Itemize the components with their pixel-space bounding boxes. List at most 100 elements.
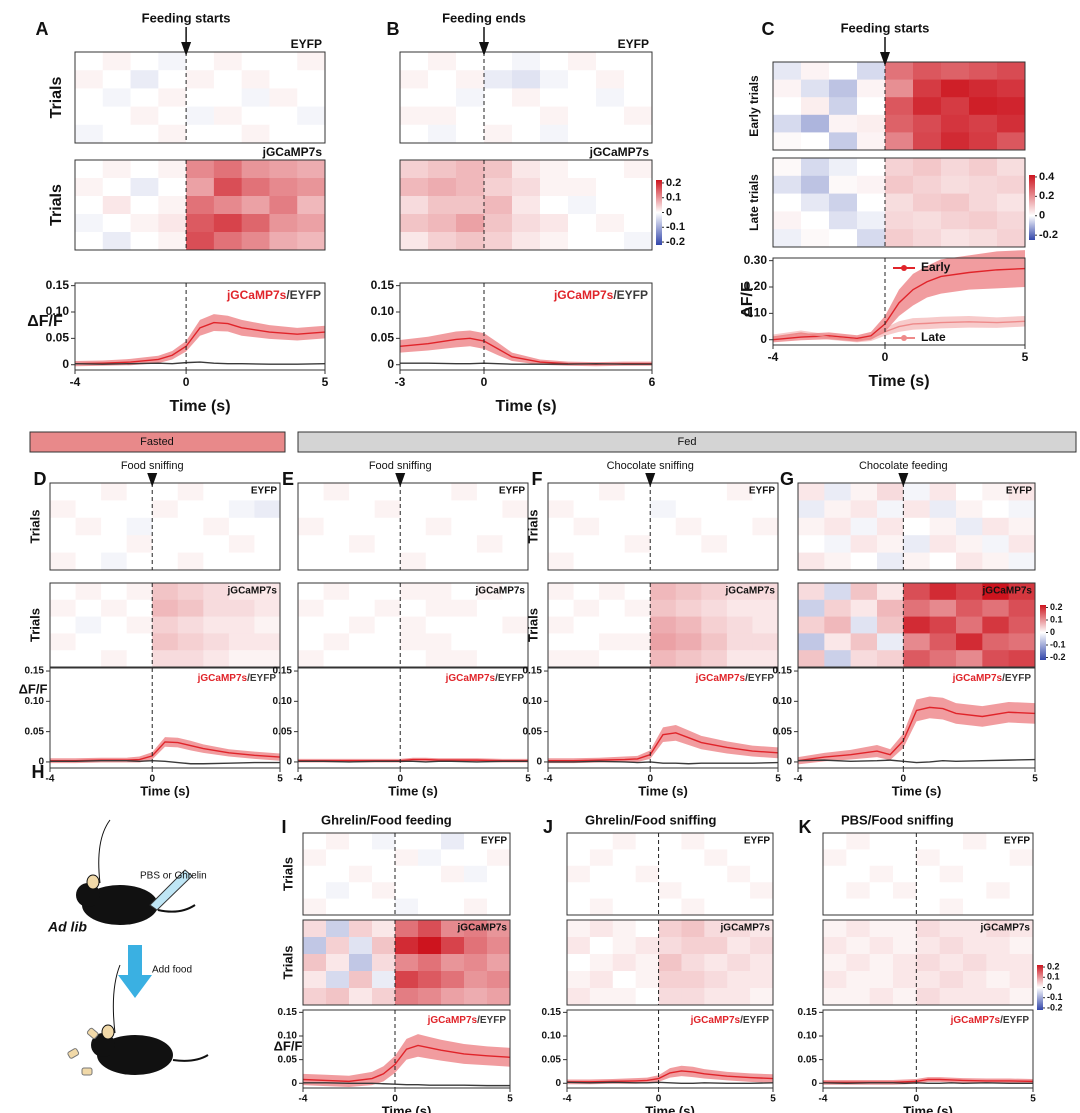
heat-cell xyxy=(941,175,970,194)
legend: jGCaMP7s/EYFP xyxy=(427,1015,507,1026)
x-axis-label: Time (s) xyxy=(868,373,929,390)
heat-cell xyxy=(130,160,159,179)
heat-cell xyxy=(727,849,751,867)
legend-entry: Early xyxy=(921,260,951,274)
heatmap-frame xyxy=(297,582,529,668)
heat-cell xyxy=(484,70,513,89)
y-tick-label: 0 xyxy=(536,757,542,768)
y-tick-label: 0.15 xyxy=(523,666,543,677)
heat-cell xyxy=(400,178,429,197)
heat-cell xyxy=(596,70,625,89)
heat-cell xyxy=(75,517,102,536)
heat-cell xyxy=(599,616,626,634)
heat-cell xyxy=(675,599,702,617)
heat-cell xyxy=(374,599,401,617)
heat-cell xyxy=(869,920,894,938)
heatmap-ylabel: Trials xyxy=(27,510,42,544)
heat-cell xyxy=(969,229,998,248)
heatmap-ylabel: Trials xyxy=(525,510,540,544)
colorbar-tick-label: 0.2 xyxy=(1047,961,1060,971)
legend-entry: jGCaMP7s xyxy=(445,673,496,684)
y-tick-label: 0.15 xyxy=(542,1007,562,1018)
heat-cell xyxy=(50,483,76,501)
heat-cell xyxy=(372,833,396,850)
heat-cell xyxy=(750,882,774,899)
heat-cell xyxy=(75,52,104,71)
heat-cell xyxy=(213,52,243,71)
event-annotation: Chocolate feeding xyxy=(859,460,948,472)
heat-cell xyxy=(963,849,987,867)
heat-cell xyxy=(400,483,427,501)
heat-cell xyxy=(750,971,774,989)
heat-cell xyxy=(568,70,597,89)
heat-cell xyxy=(903,535,931,553)
heat-cell xyxy=(877,616,904,634)
heat-cell xyxy=(829,79,858,98)
heat-cell xyxy=(502,616,529,634)
heat-cell xyxy=(982,552,1010,571)
series-line xyxy=(298,760,528,763)
heat-cell xyxy=(303,920,327,938)
heat-cell xyxy=(269,70,298,89)
heat-cell xyxy=(956,633,983,651)
y-tick-label: 0.10 xyxy=(542,1031,562,1042)
heat-cell xyxy=(228,483,255,501)
mouse-body xyxy=(82,885,158,925)
heat-cell xyxy=(823,937,847,955)
heat-cell xyxy=(75,616,102,634)
heat-cell xyxy=(568,232,597,251)
heat-cell xyxy=(102,88,131,107)
heat-cell xyxy=(400,160,429,179)
heat-cell xyxy=(298,583,324,601)
x-tick-label: 0 xyxy=(647,774,653,785)
x-tick-label: -4 xyxy=(294,774,303,785)
heat-cell xyxy=(650,583,677,601)
heat-cell xyxy=(929,616,957,634)
heat-cell xyxy=(568,214,597,233)
colorbar-tick-label: 0 xyxy=(1047,982,1052,992)
heat-cell xyxy=(624,483,651,501)
heat-cell xyxy=(203,552,230,571)
heat-cell xyxy=(487,898,511,916)
heat-cell xyxy=(681,954,705,972)
heat-cell xyxy=(228,583,255,601)
legend-entry: jGCaMP7s xyxy=(695,673,746,684)
heat-cell xyxy=(395,954,419,972)
banner-text: Fed xyxy=(678,436,697,448)
heat-cell xyxy=(372,971,396,989)
heat-cell xyxy=(425,633,452,651)
heat-cell xyxy=(418,971,442,989)
y-tick-label: 0.15 xyxy=(273,666,293,677)
heat-cell xyxy=(425,483,452,501)
heat-cell xyxy=(675,535,702,553)
heat-cell xyxy=(152,483,179,501)
heat-cell xyxy=(158,88,187,107)
heat-cell xyxy=(130,52,159,71)
heat-cell xyxy=(395,849,419,867)
heat-cell xyxy=(487,937,511,955)
heat-cell xyxy=(1009,865,1034,883)
x-axis-label: Time (s) xyxy=(495,398,556,415)
heat-cell xyxy=(939,937,964,955)
heat-cell xyxy=(956,552,983,571)
heat-cell xyxy=(177,583,204,601)
axes-frame xyxy=(822,1009,1034,1089)
heat-cell xyxy=(441,920,465,938)
error-band xyxy=(303,1034,510,1088)
heat-cell xyxy=(624,583,651,601)
heat-cell xyxy=(913,229,942,248)
heat-cell xyxy=(675,616,702,634)
heat-cell xyxy=(568,196,597,215)
legend-entry: /EYFP xyxy=(613,288,648,302)
y-tick-label: 0.20 xyxy=(744,279,768,293)
heat-cell xyxy=(658,971,682,989)
down-arrow xyxy=(118,945,152,998)
heat-cell xyxy=(484,88,513,107)
heat-cell xyxy=(963,971,987,989)
heat-cell xyxy=(400,633,427,651)
heat-cell xyxy=(658,920,682,938)
heat-cell xyxy=(228,500,255,519)
heat-cell xyxy=(624,232,653,251)
heat-cell xyxy=(916,849,941,867)
x-tick-label: -4 xyxy=(819,1094,828,1105)
